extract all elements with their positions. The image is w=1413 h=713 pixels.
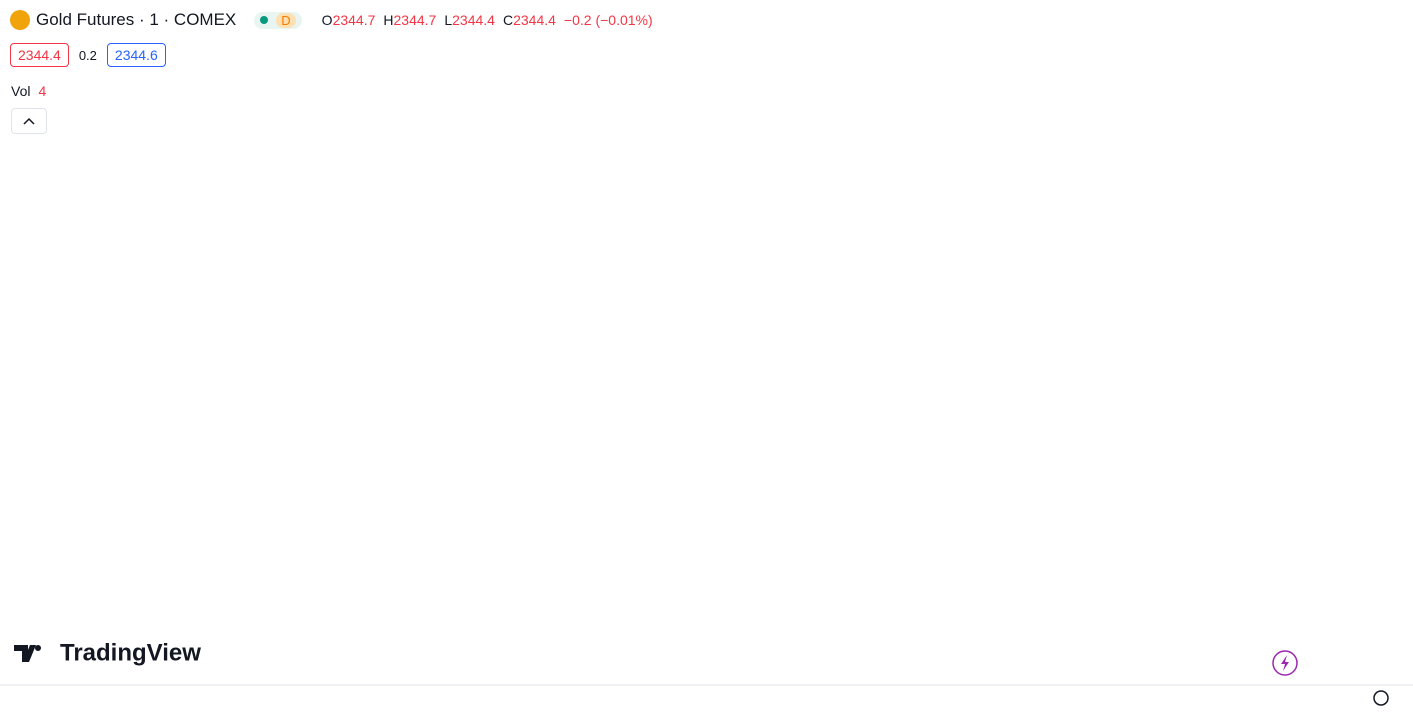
ohlc-label: O xyxy=(321,12,333,28)
symbol-logo xyxy=(10,10,30,30)
logo-text: TradingView xyxy=(60,639,201,666)
change: −0.2 (−0.01%) xyxy=(563,12,653,28)
delay-badge: D xyxy=(276,12,296,28)
volume-label: Vol xyxy=(11,83,31,99)
ohlc-label: H xyxy=(383,12,394,28)
spread: 0.2 xyxy=(78,47,97,63)
bid-button[interactable]: 2344.4 xyxy=(10,43,69,67)
ohlc-label: C xyxy=(502,12,514,28)
settings-button[interactable] xyxy=(1373,690,1389,706)
logo-dot xyxy=(35,645,41,651)
quote-row: 2344.4 0.2 2344.6 xyxy=(10,43,166,67)
ohlc-label: L xyxy=(444,12,453,28)
alert-icon xyxy=(1281,655,1289,671)
tradingview-logo: TradingView xyxy=(14,639,201,666)
volume-value: 4 xyxy=(38,83,47,99)
status-badge[interactable]: D xyxy=(254,11,302,29)
ask-button[interactable]: 2344.6 xyxy=(106,43,166,67)
collapse-button[interactable] xyxy=(11,108,47,134)
ohlc-value: 2344.4 xyxy=(513,12,556,28)
ohlc-value: 2344.4 xyxy=(452,12,495,28)
collapse-icon xyxy=(23,117,35,125)
ohlc-value: 2344.7 xyxy=(332,12,376,28)
status-dot xyxy=(260,16,269,24)
volume-legend: Vol 4 xyxy=(11,83,46,99)
symbol-title[interactable]: Gold Futures · 1 · COMEX xyxy=(36,10,237,29)
logo-icon xyxy=(14,645,36,662)
title-row: Gold Futures · 1 · COMEX D O 2344.7 H 2344… xyxy=(10,10,653,30)
ohlc-value: 2344.7 xyxy=(393,12,437,28)
